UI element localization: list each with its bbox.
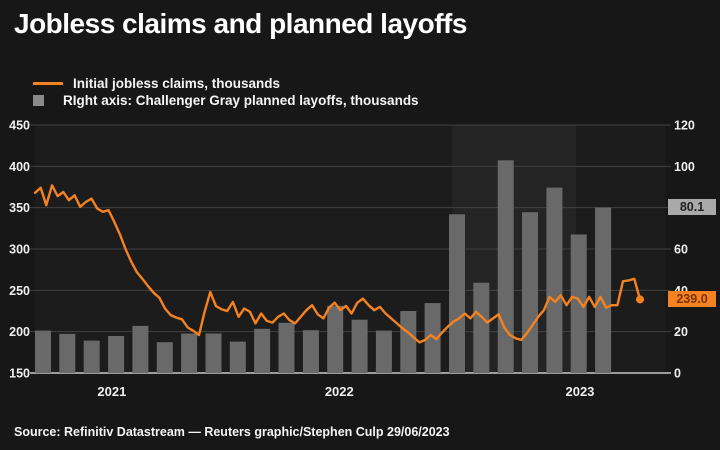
right-tick-label: 100 — [674, 160, 695, 174]
layoffs-bar — [181, 333, 198, 373]
left-tick-label: 400 — [9, 160, 30, 174]
layoffs-bar — [400, 311, 417, 373]
layoffs-bar — [327, 305, 344, 373]
layoffs-bar — [205, 333, 222, 373]
left-tick-label: 450 — [9, 119, 30, 133]
left-tick-label: 150 — [9, 367, 30, 381]
left-tick-label: 350 — [9, 201, 30, 215]
layoffs-bar — [473, 282, 490, 373]
layoffs-bar — [570, 234, 587, 373]
layoffs-bar — [449, 214, 465, 373]
layoffs-bar — [546, 187, 563, 373]
layoffs-bar — [497, 160, 514, 373]
layoffs-bar — [375, 330, 392, 373]
layoffs-bar — [59, 333, 76, 373]
layoffs-bar — [302, 330, 319, 373]
layoffs-bar — [229, 341, 246, 373]
chart-legend: Initial jobless claims, thousands RIght … — [33, 75, 419, 109]
legend-label-layoffs: RIght axis: Challenger Gray planned layo… — [63, 93, 419, 108]
claims-line-swatch-icon — [33, 82, 63, 85]
layoffs-bar — [595, 207, 612, 373]
right-tick-label: 120 — [674, 119, 695, 133]
claims-badge: 239.0 — [668, 291, 716, 307]
layoffs-bar — [424, 303, 441, 373]
x-year-label: 2021 — [97, 384, 126, 399]
layoffs-bar — [522, 212, 538, 373]
layoffs-bar — [351, 319, 368, 373]
x-year-label: 2023 — [565, 384, 594, 399]
claims-line-end-dot — [636, 295, 644, 304]
right-tick-label: 20 — [674, 325, 688, 339]
layoffs-square-swatch-icon — [33, 95, 44, 106]
legend-item-claims: Initial jobless claims, thousands — [33, 75, 419, 92]
left-tick-label: 250 — [9, 284, 30, 298]
layoffs-bar — [132, 325, 149, 373]
right-tick-label: 60 — [674, 243, 688, 257]
layoffs-bar — [108, 336, 125, 373]
left-tick-label: 200 — [9, 325, 30, 339]
layoffs-bar — [35, 330, 51, 373]
layoffs-bar — [278, 322, 295, 373]
legend-item-layoffs: RIght axis: Challenger Gray planned layo… — [33, 92, 419, 109]
right-tick-label: 0 — [674, 367, 681, 381]
left-tick-label: 300 — [9, 243, 30, 257]
claims-line — [33, 184, 642, 344]
legend-label-claims: Initial jobless claims, thousands — [73, 76, 281, 91]
x-year-label: 2022 — [325, 384, 354, 399]
layoffs-badge: 80.1 — [668, 199, 716, 215]
layoffs-bar — [156, 342, 173, 373]
layoffs-bar — [254, 328, 271, 373]
layoffs-bar — [83, 340, 100, 373]
page-title: Jobless claims and planned layoffs — [14, 8, 467, 39]
source-text: Source: Refinitiv Datastream — Reuters g… — [14, 425, 450, 439]
